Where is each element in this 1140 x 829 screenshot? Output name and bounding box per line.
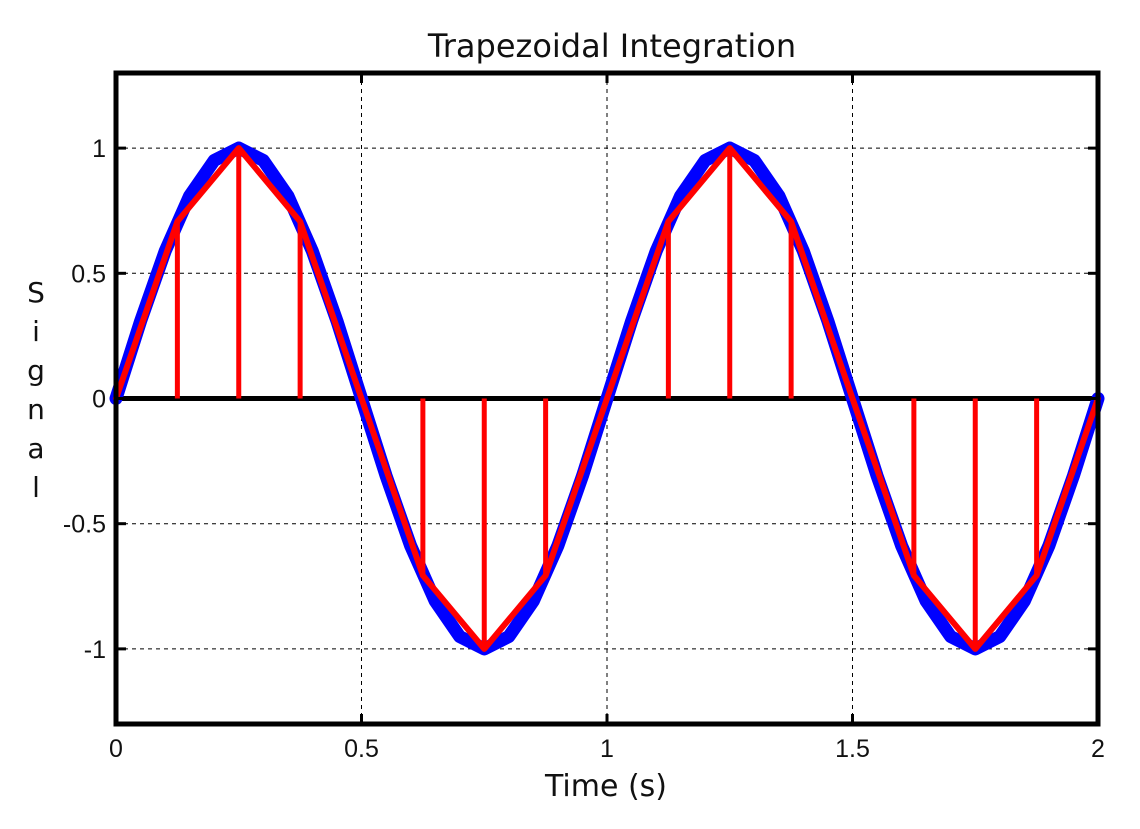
x-tick-label: 0.5 bbox=[344, 735, 379, 763]
y-axis-title-letter: i bbox=[32, 315, 40, 348]
x-tick-label: 2 bbox=[1091, 735, 1105, 763]
trapezoid-approximation-line bbox=[113, 145, 1101, 652]
y-tick-label: 1 bbox=[92, 135, 106, 163]
y-axis-title-letter: l bbox=[32, 471, 40, 504]
y-tick-label: 0.5 bbox=[71, 260, 106, 288]
x-axis-title: Time (s) bbox=[544, 769, 667, 804]
chart-title: Trapezoidal Integration bbox=[427, 27, 796, 65]
x-tick-label: 0 bbox=[109, 735, 123, 763]
x-tick-label: 1.5 bbox=[835, 735, 870, 763]
y-tick-label: 0 bbox=[92, 386, 106, 414]
axis-ticks: 0 0.5 1 1.5 2 -1 -0.5 0 0.5 1 bbox=[63, 73, 1105, 763]
y-tick-label: -1 bbox=[84, 636, 106, 664]
y-axis-title-letter: g bbox=[27, 354, 45, 387]
y-axis-title-letter: n bbox=[27, 393, 45, 426]
plot-series bbox=[109, 141, 1105, 656]
y-axis-title-letter: S bbox=[27, 276, 45, 309]
y-axis-title-letter: a bbox=[27, 432, 44, 465]
y-tick-label: -0.5 bbox=[63, 511, 106, 539]
x-tick-label: 1 bbox=[600, 735, 614, 763]
